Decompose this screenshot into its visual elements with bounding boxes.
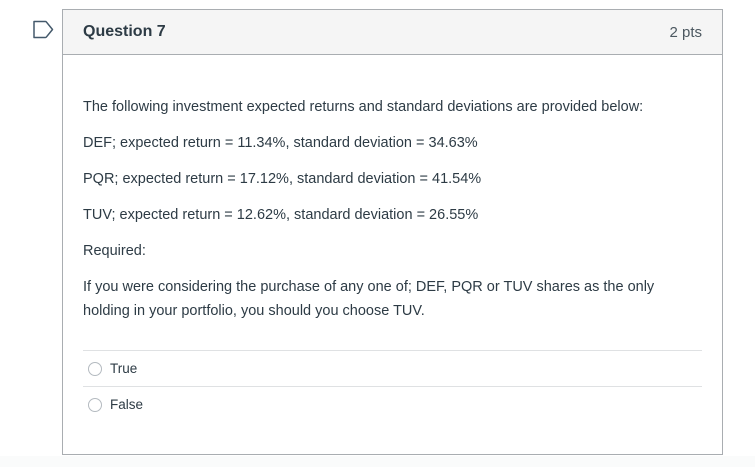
question-text-paragraph: TUV; expected return = 12.62%, standard … <box>83 207 479 223</box>
question-text-paragraph: PQR; expected return = 17.12%, standard … <box>83 171 482 187</box>
true-radio-button[interactable] <box>88 361 102 376</box>
page-background-strip <box>0 456 755 467</box>
question-card: Question 7 2 pts The following investmen… <box>62 9 723 455</box>
question-text-paragraph: If you were considering the purchase of … <box>83 279 655 319</box>
false-radio-button[interactable] <box>88 397 102 412</box>
question-text: The following investment expected return… <box>63 55 722 323</box>
answer-option-true[interactable]: True <box>83 350 702 386</box>
true-answer-label: True <box>110 361 138 376</box>
bookmark-flag-icon <box>32 19 55 43</box>
flag-question-button[interactable] <box>31 20 55 42</box>
question-text-paragraph: DEF; expected return = 11.34%, standard … <box>83 135 478 151</box>
question-text-paragraph: Required: <box>83 243 146 259</box>
question-points: 2 pts <box>669 23 702 41</box>
false-answer-label: False <box>110 397 144 412</box>
answer-options: True False <box>83 350 702 422</box>
question-header: Question 7 2 pts <box>63 10 722 55</box>
question-title: Question 7 <box>83 23 166 40</box>
question-text-paragraph: The following investment expected return… <box>83 99 644 115</box>
answer-option-false[interactable]: False <box>83 386 702 422</box>
